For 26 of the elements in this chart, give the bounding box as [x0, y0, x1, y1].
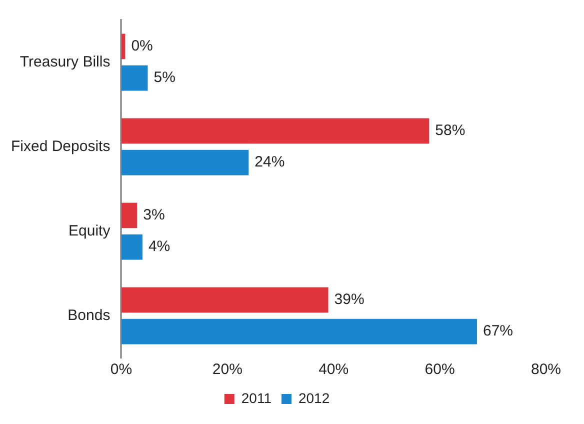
bar [121, 318, 477, 344]
legend-label: 2012 [298, 390, 330, 406]
data-label: 67% [482, 322, 513, 340]
data-label: 5% [154, 69, 176, 86]
data-label: 0% [131, 38, 153, 55]
legend-label: 2011 [241, 390, 272, 406]
bar [121, 65, 148, 91]
bar [121, 234, 142, 260]
x-tick-label: 80% [530, 361, 562, 378]
bar [121, 287, 328, 313]
x-tick-label: 20% [212, 361, 242, 378]
x-tick-label: 60% [424, 361, 455, 378]
data-label: 4% [148, 238, 170, 256]
y-tick-label: Fixed Deposits [10, 138, 110, 155]
y-tick-label: Bonds [68, 306, 110, 324]
y-tick-label: Treasury Bills [20, 53, 110, 70]
x-tick-label: 0% [110, 361, 132, 378]
data-label: 3% [143, 206, 165, 224]
bar [121, 118, 430, 144]
x-tick-label: 40% [318, 361, 349, 378]
bar [121, 202, 138, 228]
data-label: 39% [334, 291, 364, 308]
data-label: 58% [435, 122, 466, 140]
data-label: 24% [254, 154, 285, 171]
bar [121, 150, 249, 176]
y-tick-label: Equity [68, 222, 111, 240]
